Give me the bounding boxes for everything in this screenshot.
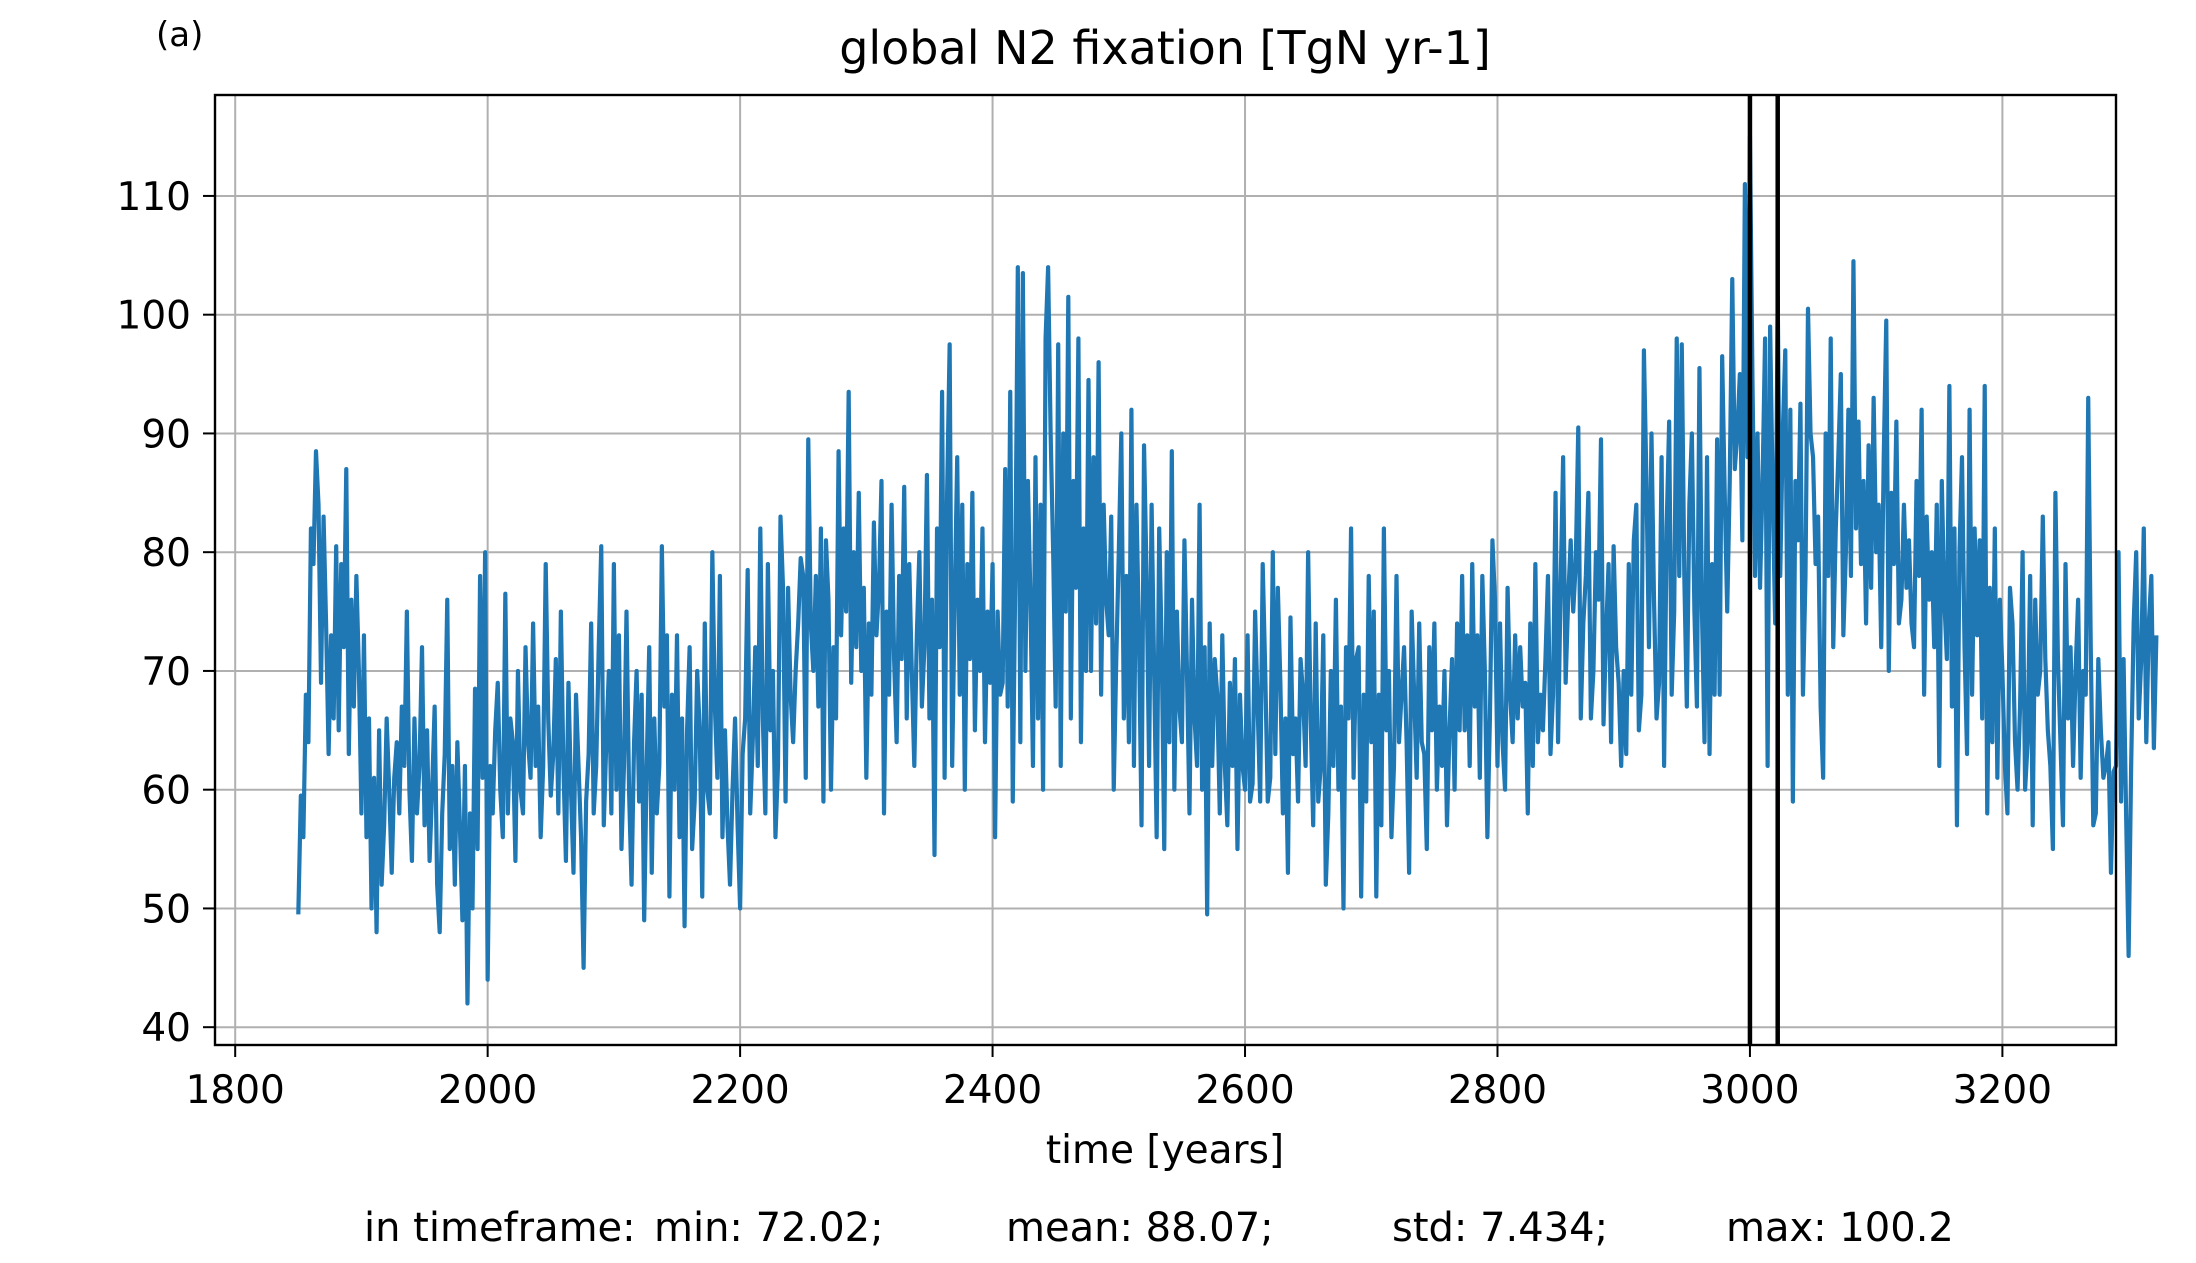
x-tick-label: 2600	[1195, 1068, 1294, 1113]
y-tick-label: 80	[141, 531, 191, 576]
x-tick-label: 2200	[690, 1068, 789, 1113]
y-tick-label: 50	[141, 887, 191, 932]
reference-lines	[1747, 95, 1780, 1045]
stats-min: min: 72.02;	[654, 1205, 884, 1251]
x-tick-label: 2800	[1448, 1068, 1547, 1113]
x-tick-label: 2400	[943, 1068, 1042, 1113]
series-line	[296, 134, 2159, 1006]
panel-label: (a)	[156, 15, 203, 55]
x-tick-label: 3200	[1953, 1068, 2052, 1113]
x-axis-ticks: 1800 2000 2200 2400 2600 2800 3000 3200	[186, 1045, 2052, 1113]
y-axis-ticks: 40 50 60 70 80 90 100 110	[117, 175, 215, 1051]
x-tick-label: 1800	[186, 1068, 285, 1113]
chart-title: global N2 fixation [TgN yr-1]	[839, 21, 1491, 75]
stats-std: std: 7.434;	[1392, 1205, 1609, 1251]
data-series	[296, 134, 2159, 1006]
x-axis-label: time [years]	[1046, 1128, 1284, 1173]
x-tick-label: 3000	[1700, 1068, 1799, 1113]
y-tick-label: 110	[117, 175, 191, 220]
axes-frame	[213, 93, 2118, 1047]
stats-mean: mean: 88.07;	[1006, 1205, 1274, 1251]
stats-max: max: 100.2	[1726, 1205, 1954, 1251]
y-tick-label: 60	[141, 769, 191, 814]
y-tick-label: 70	[141, 650, 191, 695]
y-tick-label: 40	[141, 1006, 191, 1051]
y-tick-label: 90	[141, 412, 191, 457]
y-tick-label: 100	[117, 294, 191, 339]
x-tick-label: 2000	[438, 1068, 537, 1113]
stats-prefix: in timeframe:	[364, 1205, 636, 1251]
